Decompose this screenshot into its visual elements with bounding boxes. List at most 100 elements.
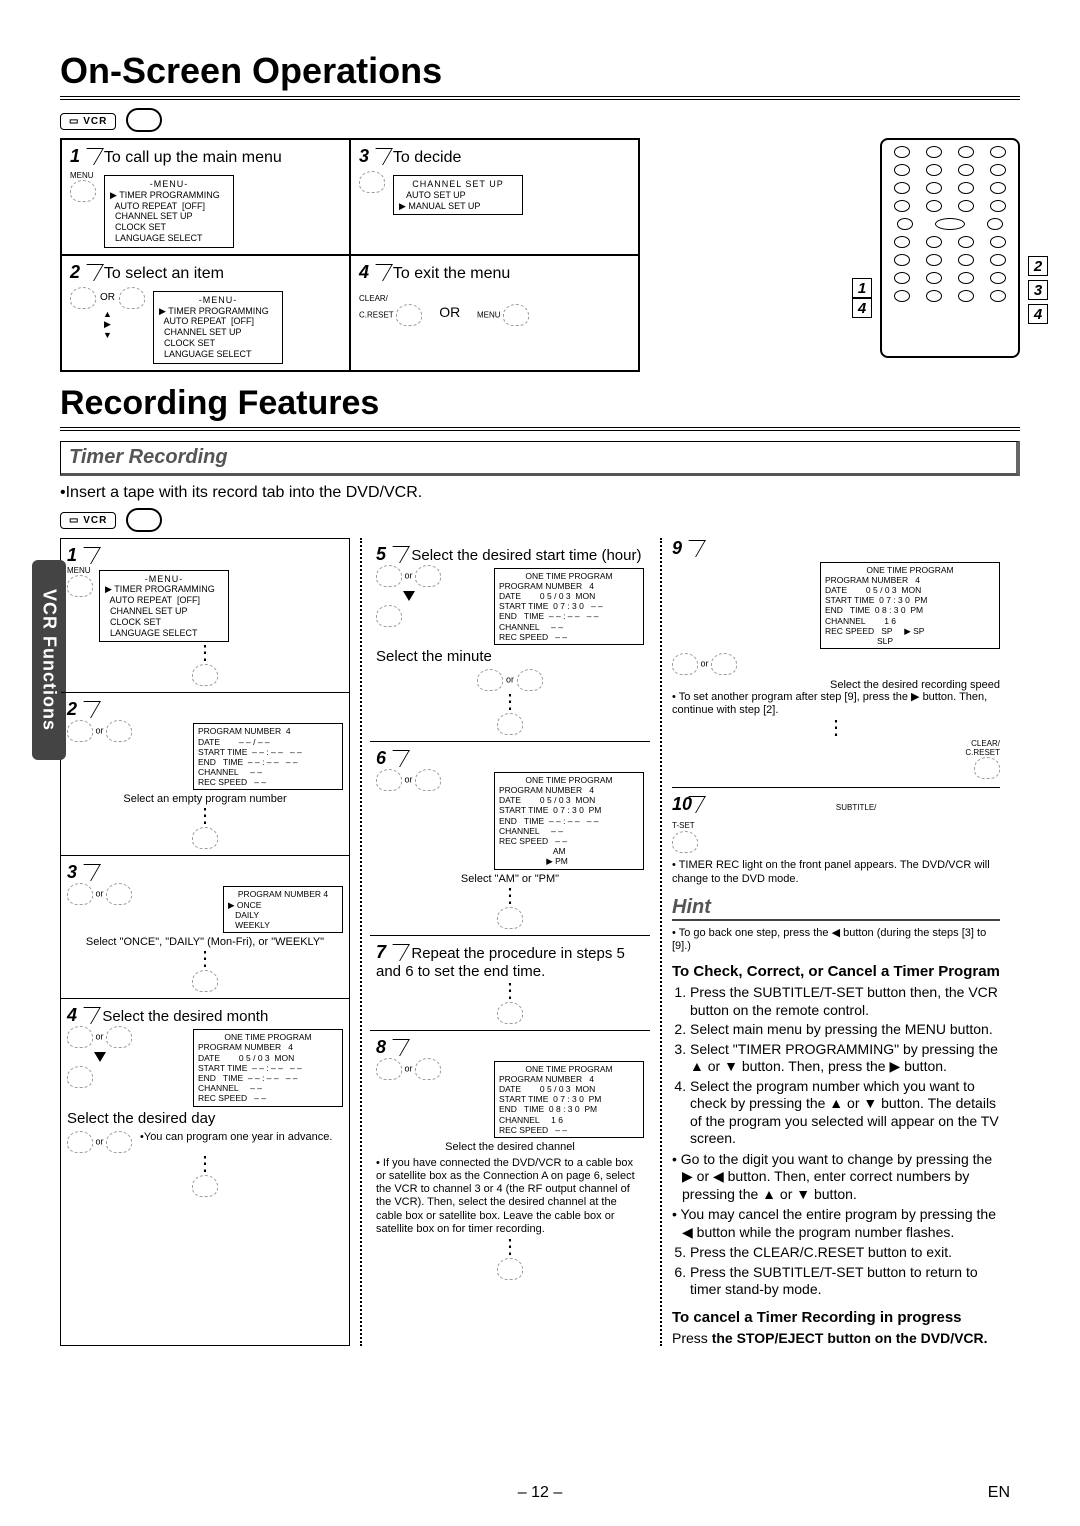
remote-callout-4b: 4 <box>1028 304 1048 324</box>
menu-box: -MENU- ▶ TIMER PROGRAMMING AUTO REPEAT [… <box>104 175 234 248</box>
column-b: 5 Select the desired start time (hour) o… <box>360 538 650 1346</box>
tr-step-8: 8 or ONE TIME PROGRAM PROGRAM NUMBER 4 D… <box>370 1030 650 1286</box>
step-number: 2 <box>67 699 77 720</box>
menu-box: -MENU- ▶ TIMER PROGRAMMING AUTO REPEAT [… <box>99 570 229 643</box>
step-number: 2 <box>70 262 80 283</box>
step-number: 8 <box>376 1037 386 1058</box>
list-item: Press the SUBTITLE/T-SET button to retur… <box>690 1264 1000 1299</box>
remote-callout-2: 2 <box>1028 256 1048 276</box>
step-label: To decide <box>393 149 462 166</box>
mode-badges: ▭ VCR <box>60 108 1020 132</box>
tr-step-7: 7 Repeat the procedure in steps 5 and 6 … <box>370 935 650 1030</box>
remote-callout-1: 1 <box>852 278 872 298</box>
step-number: 4 <box>359 262 369 283</box>
timer-recording-columns: 1 MENU -MENU- ▶ TIMER PROGRAMMING AUTO R… <box>60 538 1020 1346</box>
osd-steps-grid: 1 To call up the main menu MENU -MENU- ▶… <box>60 138 640 372</box>
once-daily-box: PROGRAM NUMBER 4 ▶ ONCE DAILY WEEKLY <box>223 886 343 933</box>
tr-step-4: 4 Select the desired month or ONE TIME P… <box>61 998 349 1202</box>
menu-box: -MENU- ▶ TIMER PROGRAMMING AUTO REPEAT [… <box>153 291 283 364</box>
tr-step-6: 6 or ONE TIME PROGRAM PROGRAM NUMBER 4 D… <box>370 741 650 935</box>
remote-callout-4a: 4 <box>852 298 872 318</box>
step-number: 3 <box>359 146 369 167</box>
program-box: ONE TIME PROGRAM PROGRAM NUMBER 4 DATE 0… <box>494 772 644 870</box>
title-on-screen-operations: On-Screen Operations <box>60 50 1020 100</box>
vcr-badge: ▭ VCR <box>60 512 116 529</box>
list-item: Select "TIMER PROGRAMMING" by pressing t… <box>690 1041 1000 1076</box>
step-caption: Select "ONCE", "DAILY" (Mon-Fri), or "WE… <box>67 936 343 948</box>
step-caption: Select the desired recording speed <box>672 679 1000 691</box>
step-label: Repeat the procedure in steps 5 and 6 to… <box>376 945 625 980</box>
step-number: 6 <box>376 748 386 769</box>
note-text: • If you have connected the DVD/VCR to a… <box>376 1157 644 1236</box>
cancel-in-progress-text: Press the STOP/EJECT button on the DVD/V… <box>672 1330 1000 1346</box>
menu-button-icon: MENU <box>70 171 96 202</box>
dvd-vcr-badge <box>126 108 162 132</box>
note-text: • To set another program after step [9],… <box>672 691 1000 717</box>
page-lang: EN <box>988 1484 1010 1502</box>
column-c: 9 ONE TIME PROGRAM PROGRAM NUMBER 4 DATE… <box>660 538 1000 1346</box>
page-number: – 12 – <box>0 1484 1080 1502</box>
osd-step-3: 3 To decide CHANNEL SET UP AUTO SET UP ▶… <box>350 139 639 255</box>
channel-setup-box: CHANNEL SET UP AUTO SET UP ▶ MANUAL SET … <box>393 175 523 215</box>
tr-step-2: 2 or PROGRAM NUMBER 4 DATE – – / – – STA… <box>61 692 349 855</box>
list-item: Press the CLEAR/C.RESET button to exit. <box>690 1244 1000 1262</box>
bullet-text: • You may cancel the entire program by p… <box>672 1206 1000 1241</box>
bullet-text: • Go to the digit you want to change by … <box>672 1151 1000 1204</box>
column-a: 1 MENU -MENU- ▶ TIMER PROGRAMMING AUTO R… <box>60 538 350 1346</box>
program-box: ONE TIME PROGRAM PROGRAM NUMBER 4 DATE 0… <box>820 562 1000 650</box>
step-label: To select an item <box>104 265 224 282</box>
nav-buttons-icon: OR ▲▶▼ <box>70 287 145 340</box>
step-number: 10 <box>672 794 692 815</box>
side-tab-label: VCR Functions <box>39 589 60 731</box>
program-box: ONE TIME PROGRAM PROGRAM NUMBER 4 DATE 0… <box>193 1029 343 1106</box>
hint-bullet: • To go back one step, press the ◀ butto… <box>672 927 1000 953</box>
cancel-in-progress-heading: To cancel a Timer Recording in progress <box>672 1309 1000 1326</box>
step-number: 1 <box>67 545 77 566</box>
hint-heading: Hint <box>672 896 1000 921</box>
step-number: 1 <box>70 146 80 167</box>
list-item: Press the SUBTITLE/T-SET button then, th… <box>690 984 1000 1019</box>
check-steps-list: Press the SUBTITLE/T-SET button then, th… <box>672 984 1000 1148</box>
step-number: 4 <box>67 1005 77 1026</box>
play-button-icon <box>359 171 385 193</box>
mode-badges-2: ▭ VCR <box>60 508 1020 532</box>
step-label: Select the desired start time (hour) <box>411 547 641 564</box>
osd-step-2: 2 To select an item OR ▲▶▼ -MENU- ▶ TIME… <box>61 255 350 371</box>
osd-step-4: 4 To exit the menu CLEAR/C.RESET OR MENU <box>350 255 639 371</box>
vcr-badge: ▭ VCR <box>60 113 116 130</box>
step-caption: Select an empty program number <box>67 793 343 805</box>
step-label: To exit the menu <box>393 265 510 282</box>
list-item: Select the program number which you want… <box>690 1078 1000 1148</box>
step-label: To call up the main menu <box>104 149 282 166</box>
title-recording-features: Recording Features <box>60 384 1020 431</box>
tr-step-3: 3 or PROGRAM NUMBER 4 ▶ ONCE DAILY WEEKL… <box>61 855 349 998</box>
list-item: Select main menu by pressing the MENU bu… <box>690 1021 1000 1039</box>
check-steps-list-2: Press the CLEAR/C.RESET button to exit. … <box>672 1244 1000 1299</box>
step-number: 9 <box>672 538 682 559</box>
tr-step-10: 10 SUBTITLE/T-SET • TIMER REC light on t… <box>672 787 1000 885</box>
step-caption: Select "AM" or "PM" <box>376 873 644 885</box>
step-caption: Select the desired day <box>67 1110 343 1127</box>
program-box: ONE TIME PROGRAM PROGRAM NUMBER 4 DATE 0… <box>494 568 644 645</box>
note-text: • TIMER REC light on the front panel app… <box>672 859 1000 885</box>
tr-step-5: 5 Select the desired start time (hour) o… <box>370 538 650 741</box>
osd-step-1: 1 To call up the main menu MENU -MENU- ▶… <box>61 139 350 255</box>
step-number: 5 <box>376 544 386 565</box>
dvd-vcr-badge <box>126 508 162 532</box>
remote-callout-3: 3 <box>1028 280 1048 300</box>
tr-step-1: 1 MENU -MENU- ▶ TIMER PROGRAMMING AUTO R… <box>61 539 349 693</box>
note-text: •You can program one year in advance. <box>140 1131 332 1153</box>
timer-intro: •Insert a tape with its record tab into … <box>60 484 1020 502</box>
exit-buttons-row: CLEAR/C.RESET OR MENU <box>359 293 630 326</box>
step-caption: Select the minute <box>376 648 644 665</box>
step-number: 7 <box>376 942 386 963</box>
subheading-timer-recording: Timer Recording <box>60 441 1020 476</box>
program-box: PROGRAM NUMBER 4 DATE – – / – – START TI… <box>193 723 343 790</box>
program-box: ONE TIME PROGRAM PROGRAM NUMBER 4 DATE 0… <box>494 1061 644 1138</box>
step-label: Select the desired month <box>102 1008 268 1025</box>
step-number: 3 <box>67 862 77 883</box>
remote-diagram <box>880 138 1020 358</box>
tr-step-9: 9 ONE TIME PROGRAM PROGRAM NUMBER 4 DATE… <box>672 538 1000 780</box>
step-caption: Select the desired channel <box>376 1141 644 1153</box>
check-correct-cancel-heading: To Check, Correct, or Cancel a Timer Pro… <box>672 963 1000 980</box>
